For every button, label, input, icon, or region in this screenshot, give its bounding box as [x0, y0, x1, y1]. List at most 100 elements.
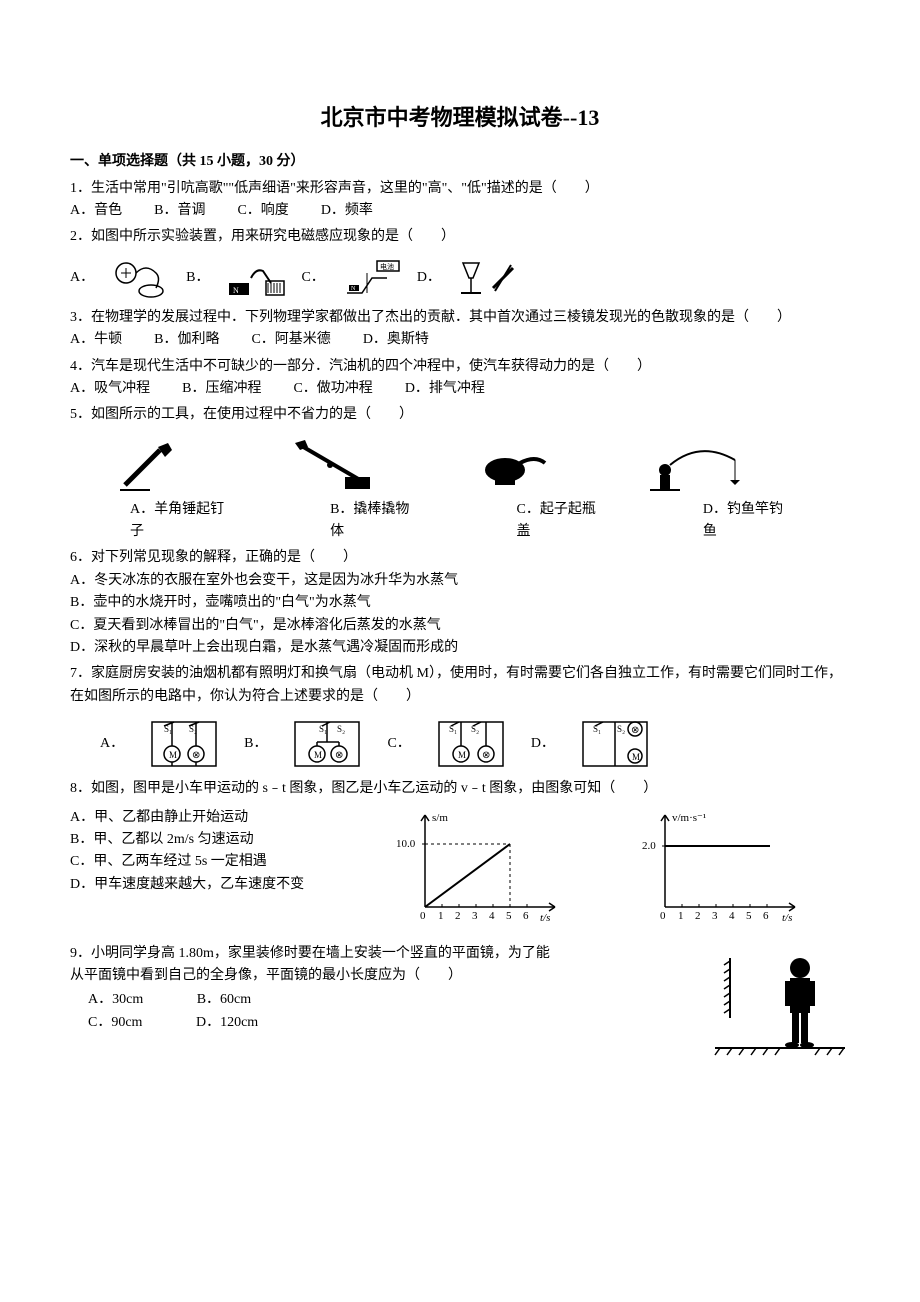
q3-text: 3．在物理学的发展过程中．下列物理学家都做出了杰出的贡献．其中首次通过三棱镜发现… [70, 307, 850, 329]
question-3: 3．在物理学的发展过程中．下列物理学家都做出了杰出的贡献．其中首次通过三棱镜发现… [70, 307, 850, 352]
q4-option-b: B．压缩冲程 [182, 378, 261, 400]
q2-text: 2．如图中所示实验装置，用来研究电磁感应现象的是（ ） [70, 226, 850, 248]
q9-option-d: D．120cm [196, 1012, 258, 1034]
q4-option-d: D．排气冲程 [405, 378, 485, 400]
q3-option-d: D．奥斯特 [363, 329, 429, 351]
q2-label-c: C． [301, 267, 324, 289]
svg-text:M: M [314, 750, 322, 760]
circuit-c-icon: S₁S₂ M ⊗ [431, 714, 511, 774]
q5-text: 5．如图所示的工具，在使用过程中不省力的是（ ） [70, 404, 850, 426]
q6-text: 6．对下列常见现象的解释，正确的是（ ） [70, 547, 850, 569]
question-2: 2．如图中所示实验装置，用来研究电磁感应现象的是（ ） A． B． N C． [70, 226, 850, 302]
q6-option-a: A．冬天冰冻的衣服在室外也会变干，这是因为冰升华为水蒸气 [70, 570, 850, 592]
page-title: 北京市中考物理模拟试卷--13 [70, 100, 850, 135]
svg-text:⊗: ⊗ [631, 725, 639, 736]
svg-text:M: M [458, 750, 466, 760]
q1-option-c: C．响度 [237, 200, 288, 222]
q9-option-a: A．30cm [88, 989, 143, 1011]
q2-label-a: A． [70, 267, 94, 289]
q4-option-a: A．吸气冲程 [70, 378, 150, 400]
svg-text:4: 4 [729, 910, 735, 922]
chart1-ylabel: s/m [432, 812, 448, 824]
svg-text:3: 3 [472, 910, 478, 922]
q8-option-a: A．甲、乙都由静止开始运动 [70, 807, 350, 829]
svg-text:M: M [632, 752, 640, 762]
funnel-compass-icon [453, 253, 523, 303]
chart2-ymax: 2.0 [642, 840, 656, 852]
q6-option-b: B．壶中的水烧开时，壶嘴喷出的"白气"为水蒸气 [70, 592, 850, 614]
question-1: 1．生活中常用"引吭高歌""低声细语"来形容声音，这里的"高"、"低"描述的是（… [70, 178, 850, 223]
section-1-header: 一、单项选择题（共 15 小题，30 分） [70, 151, 850, 173]
q5-option-c: C．起子起瓶盖 [516, 499, 602, 544]
galvanometer-magnet-icon [106, 253, 176, 303]
q1-option-d: D．频率 [321, 200, 373, 222]
q2-label-b: B． [186, 267, 209, 289]
svg-text:2: 2 [455, 910, 461, 922]
q4-option-c: C．做功冲程 [293, 378, 372, 400]
q8-option-b: B．甲、乙都以 2m/s 匀速运动 [70, 829, 350, 851]
q1-option-b: B．音调 [154, 200, 205, 222]
svg-text:0: 0 [660, 910, 666, 922]
question-7: 7．家庭厨房安装的油烟机都有照明灯和换气扇（电动机 M），使用时，有时需要它们各… [70, 663, 850, 774]
bottle-opener-icon [470, 435, 560, 495]
q7-text: 7．家庭厨房安装的油烟机都有照明灯和换气扇（电动机 M），使用时，有时需要它们各… [70, 663, 850, 708]
svg-text:⊗: ⊗ [335, 750, 343, 761]
svg-text:电池: 电池 [380, 262, 394, 271]
chart1-xlabel: t/s [540, 912, 550, 924]
question-8: 8．如图，图甲是小车甲运动的 s﹣t 图象，图乙是小车乙运动的 v﹣t 图象，由… [70, 778, 850, 926]
svg-text:2: 2 [695, 910, 701, 922]
q7-label-d: D． [531, 733, 555, 755]
svg-text:⊗: ⊗ [192, 750, 200, 761]
q5-option-b: B．撬棒撬物体 [330, 499, 416, 544]
q3-option-b: B．伽利略 [154, 329, 219, 351]
chart1-ymax: 10.0 [396, 838, 416, 850]
q7-label-b: B． [244, 733, 267, 755]
svg-text:1: 1 [438, 910, 444, 922]
person-mirror-icon [710, 943, 850, 1063]
circuit-a-icon: S₁S₂ M ⊗ [144, 714, 224, 774]
circuit-d-icon: S₁S₂ ⊗ M [575, 714, 655, 774]
q8-option-c: C．甲、乙两车经过 5s 一定相遇 [70, 851, 350, 873]
coil-magnet-lever-icon: N [221, 253, 291, 303]
svg-text:M: M [169, 750, 177, 760]
battery-coil-swing-icon: 电池 N [337, 253, 407, 303]
q2-label-d: D． [417, 267, 441, 289]
svg-text:5: 5 [746, 910, 752, 922]
svg-text:1: 1 [678, 910, 684, 922]
question-6: 6．对下列常见现象的解释，正确的是（ ） A．冬天冰冻的衣服在室外也会变干，这是… [70, 547, 850, 659]
svg-text:5: 5 [506, 910, 512, 922]
q4-text: 4．汽车是现代生活中不可缺少的一部分．汽油机的四个冲程中，使汽车获得动力的是（ … [70, 356, 850, 378]
svg-text:3: 3 [712, 910, 718, 922]
svg-text:⊗: ⊗ [482, 750, 490, 761]
q3-option-a: A．牛顿 [70, 329, 122, 351]
svg-text:6: 6 [763, 910, 769, 922]
crowbar-icon [290, 435, 380, 495]
chart-v-t: v/m·s⁻¹ 2.0 0 1 2 3 4 5 6 [630, 807, 810, 927]
q9-text-line1: 9．小明同学身高 1.80m，家里装修时要在墙上安装一个竖直的平面镜，为了能 [70, 943, 690, 965]
question-9: 9．小明同学身高 1.80m，家里装修时要在墙上安装一个竖直的平面镜，为了能 从… [70, 943, 850, 1063]
q9-text-line2: 从平面镜中看到自己的全身像，平面镜的最小长度应为（ ） [70, 965, 690, 987]
q9-option-b: B．60cm [197, 989, 251, 1011]
circuit-b-icon: S₁S₂ M ⊗ [287, 714, 367, 774]
svg-text:4: 4 [489, 910, 495, 922]
svg-text:S₂: S₂ [337, 724, 345, 734]
fishing-rod-icon [650, 435, 740, 495]
q6-option-c: C．夏天看到冰棒冒出的"白气"，是冰棒溶化后蒸发的水蒸气 [70, 615, 850, 637]
chart2-xlabel: t/s [782, 912, 792, 924]
chart2-ylabel: v/m·s⁻¹ [672, 812, 706, 824]
chart-s-t: s/m 10.0 0 1 2 3 4 5 6 [390, 807, 570, 927]
q6-option-d: D．深秋的早晨草叶上会出现白霜，是水蒸气遇冷凝固而形成的 [70, 637, 850, 659]
q1-text: 1．生活中常用"引吭高歌""低声细语"来形容声音，这里的"高"、"低"描述的是（… [70, 178, 850, 200]
svg-text:S₂: S₂ [617, 724, 625, 734]
q7-label-a: A． [100, 733, 124, 755]
svg-text:0: 0 [420, 910, 426, 922]
q9-option-c: C．90cm [88, 1012, 142, 1034]
q1-option-a: A．音色 [70, 200, 122, 222]
q3-option-c: C．阿基米德 [251, 329, 330, 351]
q8-text: 8．如图，图甲是小车甲运动的 s﹣t 图象，图乙是小车乙运动的 v﹣t 图象，由… [70, 778, 850, 800]
claw-hammer-icon [110, 435, 200, 495]
question-4: 4．汽车是现代生活中不可缺少的一部分．汽油机的四个冲程中，使汽车获得动力的是（ … [70, 356, 850, 401]
q5-option-a: A．羊角锤起钉子 [130, 499, 230, 544]
svg-text:N: N [233, 286, 239, 295]
q5-option-d: D．钓鱼竿钓鱼 [703, 499, 790, 544]
